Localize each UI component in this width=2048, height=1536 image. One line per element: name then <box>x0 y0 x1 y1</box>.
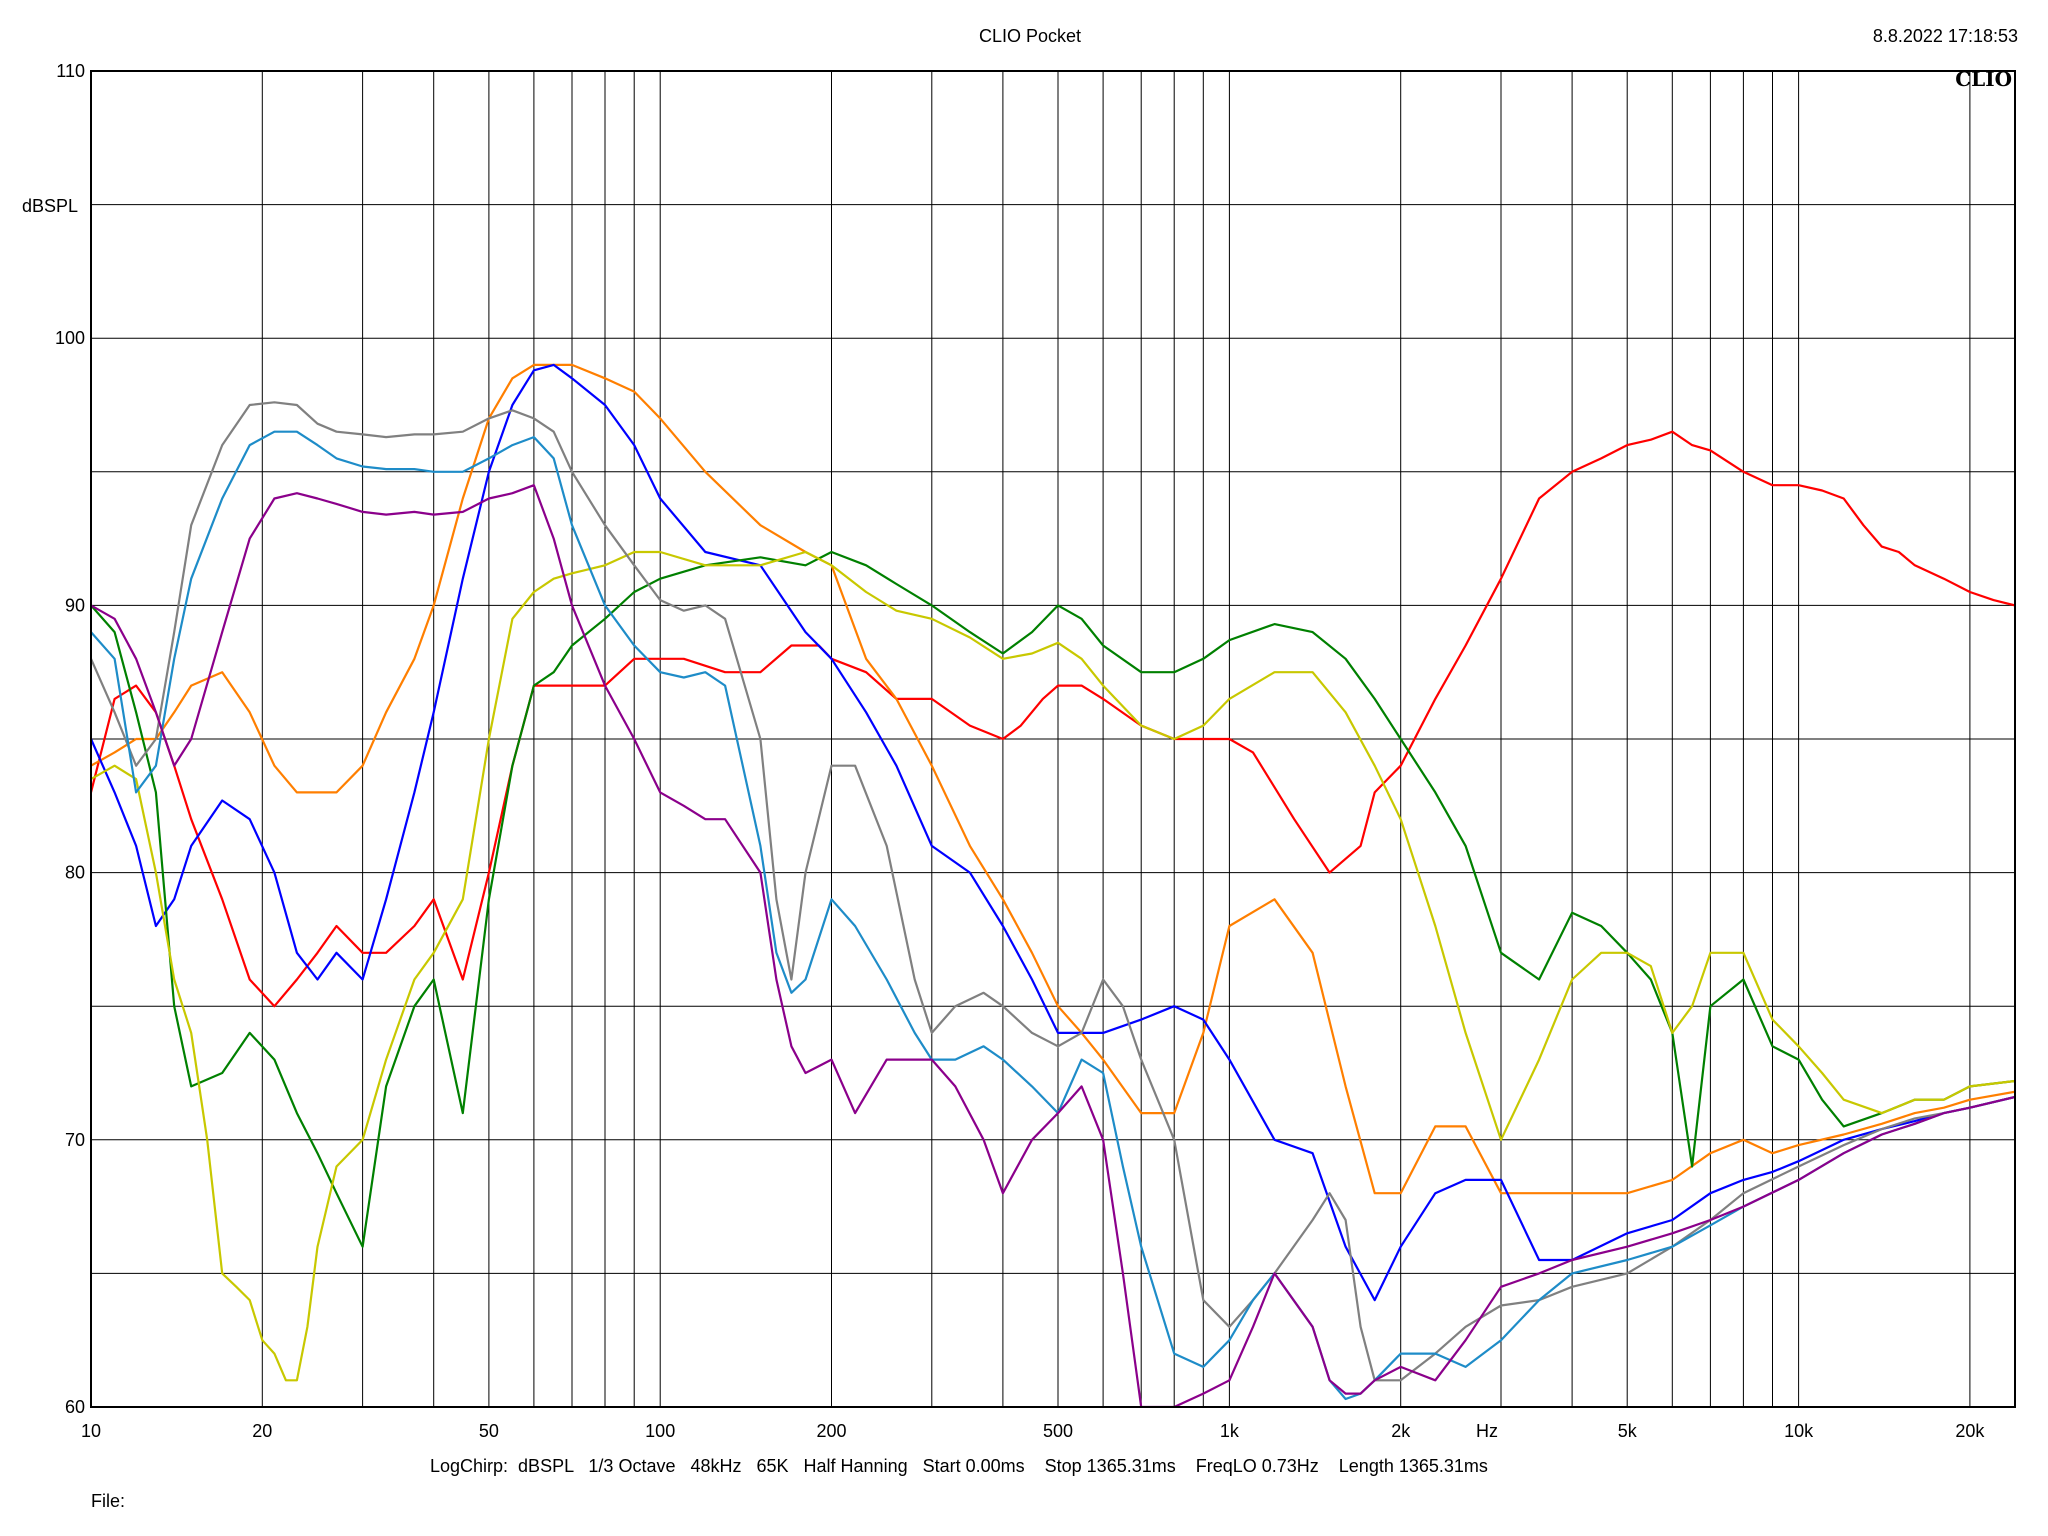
x-tick-label: 2k <box>1391 1421 1411 1441</box>
x-tick-label: 200 <box>816 1421 846 1441</box>
series-line-8 <box>91 484 2015 1407</box>
x-axis-label: Hz <box>1476 1421 1498 1441</box>
x-tick-label: 10 <box>81 1421 101 1441</box>
timestamp: 8.8.2022 17:18:53 <box>1873 26 2018 46</box>
x-tick-label: 10k <box>1784 1421 1814 1441</box>
measurement-settings: LogChirp: dBSPL 1/3 Octave 48kHz 65K Hal… <box>430 1456 1488 1476</box>
x-tick-label: 20k <box>1955 1421 1985 1441</box>
clio-logo: CLIO <box>1955 67 2012 91</box>
file-label: File: <box>91 1491 125 1511</box>
y-tick-label: 90 <box>65 595 85 615</box>
y-tick-label: 80 <box>65 863 85 883</box>
y-axis-label: dBSPL <box>22 196 78 216</box>
y-tick-label: 100 <box>55 328 85 348</box>
plot-grid <box>91 71 2015 1407</box>
series-line-3 <box>91 363 2015 1302</box>
x-tick-label: 100 <box>645 1421 675 1441</box>
series-group <box>91 363 2015 1407</box>
series-line-4 <box>91 550 2015 1248</box>
plot-frame <box>90 70 2016 1408</box>
x-tick-label: 20 <box>252 1421 272 1441</box>
y-tick-label: 60 <box>65 1397 85 1417</box>
x-tick-label: 5k <box>1618 1421 1638 1441</box>
x-tick-label: 1k <box>1220 1421 1240 1441</box>
x-tick-label: 50 <box>479 1421 499 1441</box>
chart-title: CLIO Pocket <box>979 26 1081 46</box>
x-tick-label: 500 <box>1043 1421 1073 1441</box>
series-line-5 <box>91 550 2015 1382</box>
x-tick-labels: 10 20 50 100 200 500 1k 2k 5k 10k 20k <box>81 1421 1985 1441</box>
y-tick-label: 70 <box>65 1130 85 1150</box>
y-tick-label: 110 <box>56 61 85 81</box>
y-tick-labels: 60 70 80 90 100 110 <box>55 61 85 1417</box>
series-line-2 <box>91 363 2015 1195</box>
